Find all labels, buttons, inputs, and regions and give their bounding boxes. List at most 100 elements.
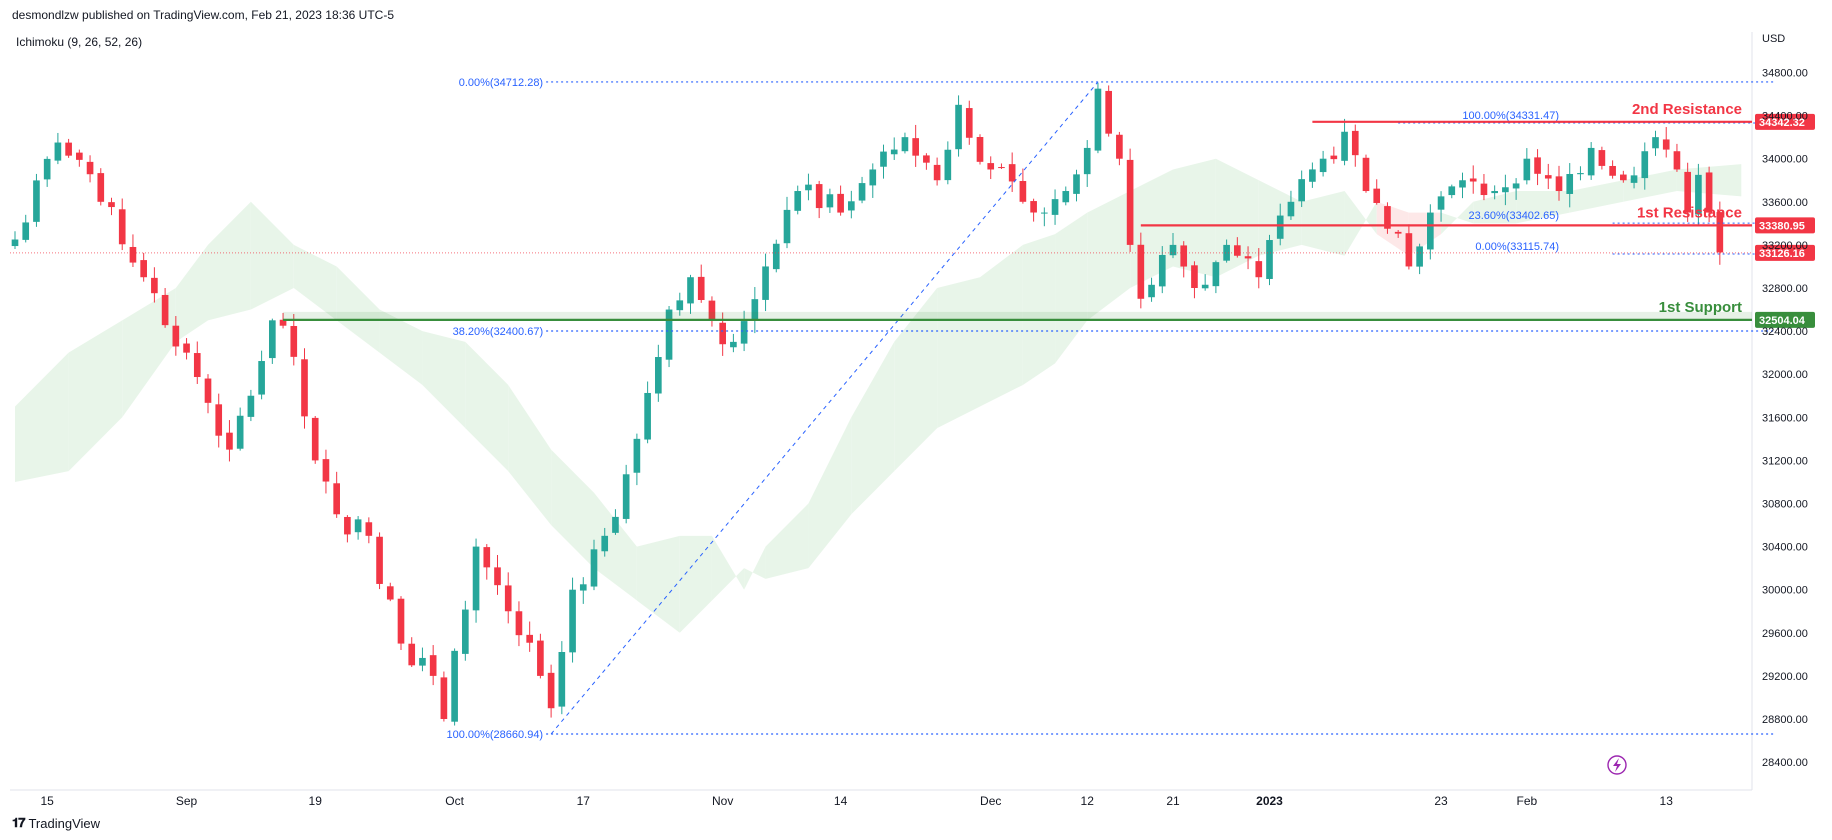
y-tick-label: 33600.00 [1762, 197, 1808, 209]
cloud-segment [379, 309, 423, 385]
support-zone [283, 311, 1752, 320]
candle-body [590, 549, 598, 587]
candle-body [494, 567, 501, 586]
cloud-segment [175, 244, 208, 342]
candle-body [397, 598, 405, 644]
candle-body [301, 359, 308, 417]
candle-body [1137, 244, 1145, 299]
candle-body [622, 474, 630, 519]
y-tick-label: 34800.00 [1762, 68, 1808, 80]
candle-body [236, 415, 244, 449]
candle-body [1673, 151, 1681, 170]
cloud-segment [465, 341, 509, 472]
candle-body [504, 585, 512, 612]
level-price-tag [1755, 217, 1815, 234]
candle-body [815, 184, 823, 209]
candle-body [901, 137, 909, 152]
fib-trend-line [550, 81, 1099, 735]
candle-body [1544, 175, 1552, 179]
x-tick-label: Feb [1516, 794, 1537, 808]
level-name: 1st Support [1659, 299, 1742, 316]
candle-body [33, 180, 40, 222]
candle-body [1051, 199, 1059, 215]
candle-body [1384, 206, 1391, 229]
y-tick-label: 34000.00 [1762, 154, 1808, 166]
tradingview-brand[interactable]: 𝟏𝟕 TradingView [12, 815, 100, 831]
candle-body [161, 294, 169, 326]
candle-body [1405, 233, 1413, 267]
candle-body [1641, 151, 1649, 179]
candle-body [1555, 176, 1563, 192]
candle-body [526, 634, 533, 643]
x-tick-label: 23 [1434, 794, 1448, 808]
fib-level-label: 38.20%(32400.67) [453, 326, 544, 338]
current-price-tag [1755, 244, 1815, 261]
candle-body [944, 149, 952, 181]
alert-icon[interactable] [1607, 755, 1627, 775]
candle-body [740, 321, 748, 344]
candle-body [697, 276, 705, 301]
candle-body [1105, 90, 1112, 134]
candle-body [1394, 231, 1402, 234]
candle-body [1587, 147, 1595, 176]
y-tick-label: 32800.00 [1762, 283, 1808, 295]
candle-body [1523, 158, 1531, 181]
candle-body [1341, 131, 1348, 161]
candle-body [1716, 212, 1724, 253]
candle-body [923, 155, 930, 163]
cloud-segment [1130, 169, 1173, 288]
candle-body [290, 325, 298, 357]
candle-body [483, 547, 491, 568]
candle-body [612, 516, 619, 533]
cloud-segment [508, 384, 552, 526]
candle-body [333, 483, 340, 515]
cloud-segment [336, 266, 380, 353]
cloud-segment [250, 201, 294, 310]
level-name: 2nd Resistance [1632, 101, 1742, 118]
price-axis: 34800.00 34400.00 34000.00 33600.00 33200.00… [1762, 68, 1808, 770]
candle-body [1062, 191, 1070, 203]
candle-body [311, 417, 319, 461]
candle-body [1276, 215, 1284, 239]
candle-body [1094, 88, 1102, 151]
candle-body [676, 300, 684, 311]
candle-body [537, 640, 544, 676]
ichimoku-cloud [15, 158, 1742, 633]
candle-body [826, 194, 834, 208]
cloud-segment [808, 417, 852, 569]
candle-body [1437, 196, 1445, 210]
candle-body [1126, 159, 1134, 245]
cloud-segment [1376, 201, 1409, 256]
candle-body [1116, 134, 1123, 159]
candle-body [11, 239, 19, 247]
brand-label: TradingView [28, 815, 101, 831]
candle-body [1287, 201, 1295, 217]
cloud-segment [1516, 191, 1570, 224]
candle-body [1180, 245, 1188, 267]
candle-body [1373, 188, 1381, 203]
cloud-segment [1055, 212, 1088, 364]
cloud-segment [894, 288, 938, 472]
candle-body [1158, 254, 1166, 287]
candle-body [1041, 212, 1048, 214]
candle-body [687, 277, 694, 304]
candle-body [1073, 174, 1080, 194]
level-price-tag [1755, 113, 1815, 130]
x-tick-label: 13 [1660, 794, 1674, 808]
time-axis: 15 Sep 19 Oct 17 Nov 14 Dec 12 21 2023 23 Feb 13 [40, 794, 1673, 808]
candle-body [1030, 201, 1037, 213]
y-tick-label: 29600.00 [1762, 628, 1808, 640]
candle-body [322, 459, 330, 482]
fib-small-level-label: 23.60%(33402.65) [1468, 210, 1559, 222]
y-tick-label: 28800.00 [1762, 714, 1808, 726]
candle-body [151, 277, 158, 294]
candle-body [633, 438, 641, 473]
candle-body [933, 164, 941, 181]
candle-body [1480, 183, 1488, 196]
candle-body [1416, 246, 1423, 267]
cloud-segment [1344, 191, 1377, 256]
indicator-legend[interactable]: Ichimoku (9, 26, 52, 26) [16, 35, 143, 49]
candle-body [515, 611, 523, 636]
candle-body [1019, 181, 1027, 202]
